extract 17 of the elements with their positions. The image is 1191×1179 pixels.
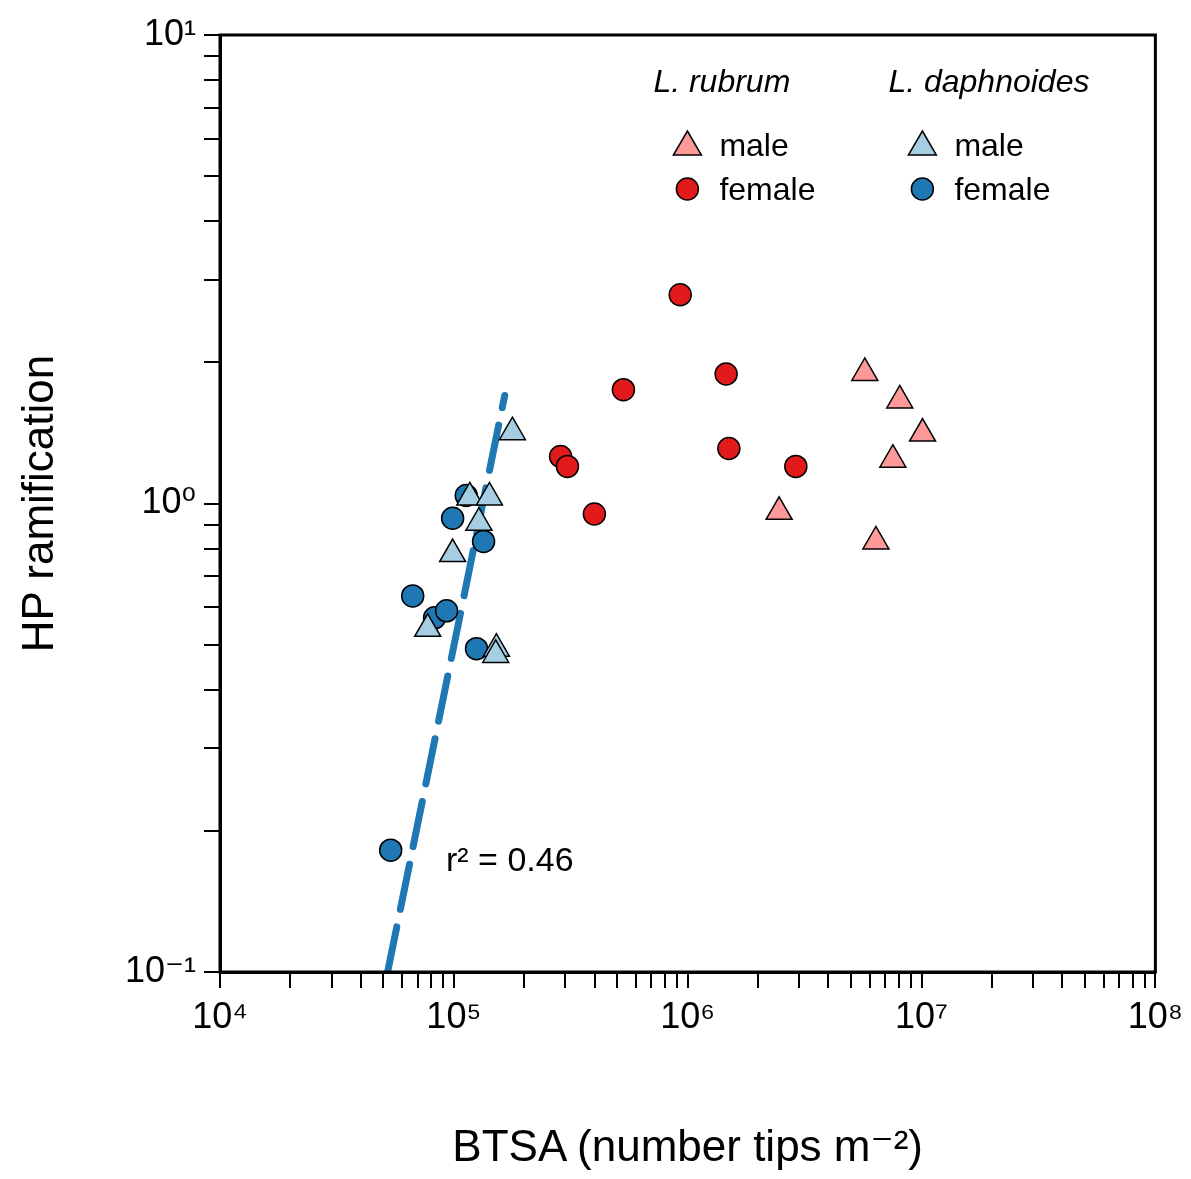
legend-label: female: [719, 170, 816, 207]
text: L. rubrum: [653, 62, 791, 99]
x-tick-label: 10⁵: [426, 994, 482, 1036]
y-axis-title: HP ramification: [12, 354, 62, 653]
y-tick-label: 10¹: [143, 11, 197, 53]
text: L. daphnoides: [888, 62, 1090, 99]
legend-label: female: [954, 170, 1051, 207]
y-tick-label: 10⁻¹: [124, 948, 196, 990]
y-tick-label: 10⁰: [141, 480, 196, 522]
x-tick-label: 10⁶: [660, 994, 716, 1036]
annotation: r² = 0.46: [446, 840, 574, 878]
x-axis-title: BTSA (number tips m⁻²): [452, 1120, 924, 1170]
x-tick-label: 10⁴: [192, 994, 248, 1036]
x-tick-label: 10⁸: [1127, 994, 1183, 1036]
x-tick-label: 10⁷: [895, 994, 949, 1036]
legend-label: male: [954, 126, 1024, 163]
legend-label: male: [719, 126, 789, 163]
